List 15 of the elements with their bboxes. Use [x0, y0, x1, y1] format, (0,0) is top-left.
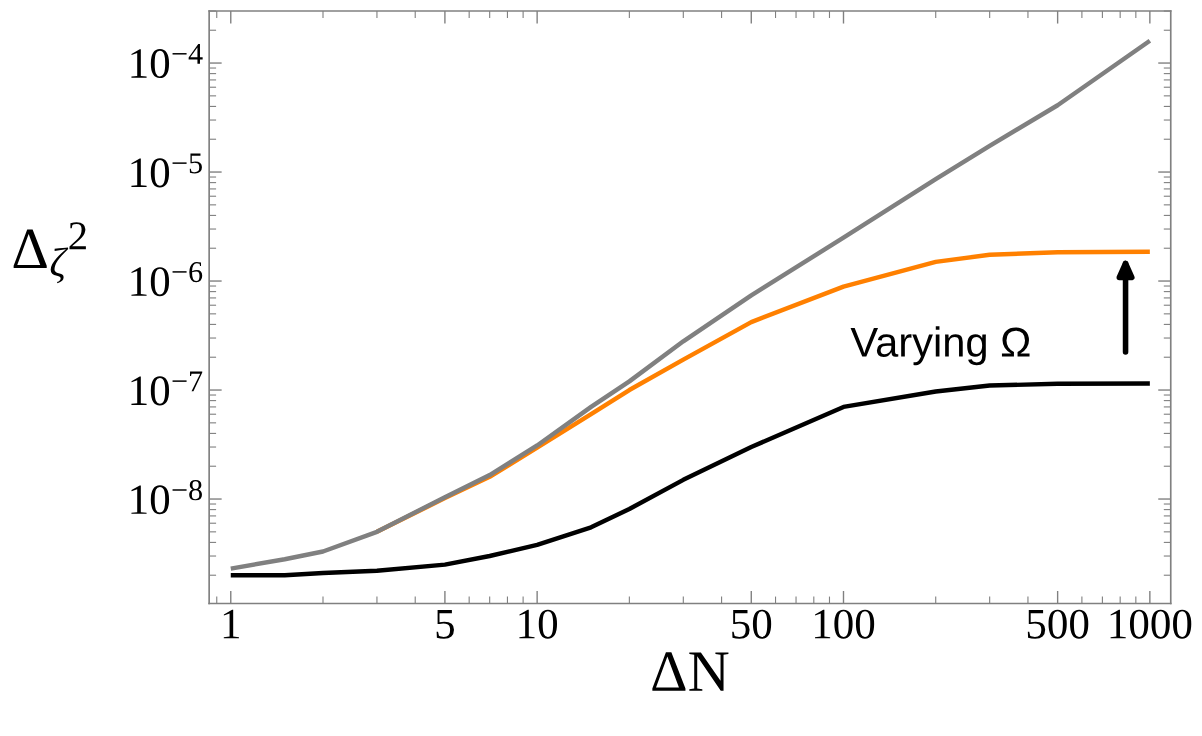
x-tick-label: 100 — [814, 609, 875, 639]
y-tick-label: 10$^{−8}$ — [131, 479, 202, 515]
x-tick-label: 1 — [223, 609, 239, 639]
annotation: Varying Ω — [850, 326, 1030, 366]
y-axis-title: Δ$_{ζ}$$^{2}$ — [13, 222, 86, 284]
y-tick-label: 10$^{−4}$ — [131, 43, 203, 79]
x-tick-label: 5 — [436, 610, 454, 639]
x-tick-label: 1000 — [1110, 609, 1192, 639]
y-tick-label: 10$^{−5}$ — [131, 153, 202, 188]
y-tick-label: 10$^{−7}$ — [131, 371, 203, 406]
x-tick-label: 50 — [732, 609, 772, 639]
x-axis-title: ΔN — [652, 652, 729, 691]
x-tick-label: 500 — [1027, 609, 1089, 639]
y-tick-label: 10$^{−6}$ — [131, 261, 203, 297]
x-tick-label: 10 — [519, 609, 558, 639]
